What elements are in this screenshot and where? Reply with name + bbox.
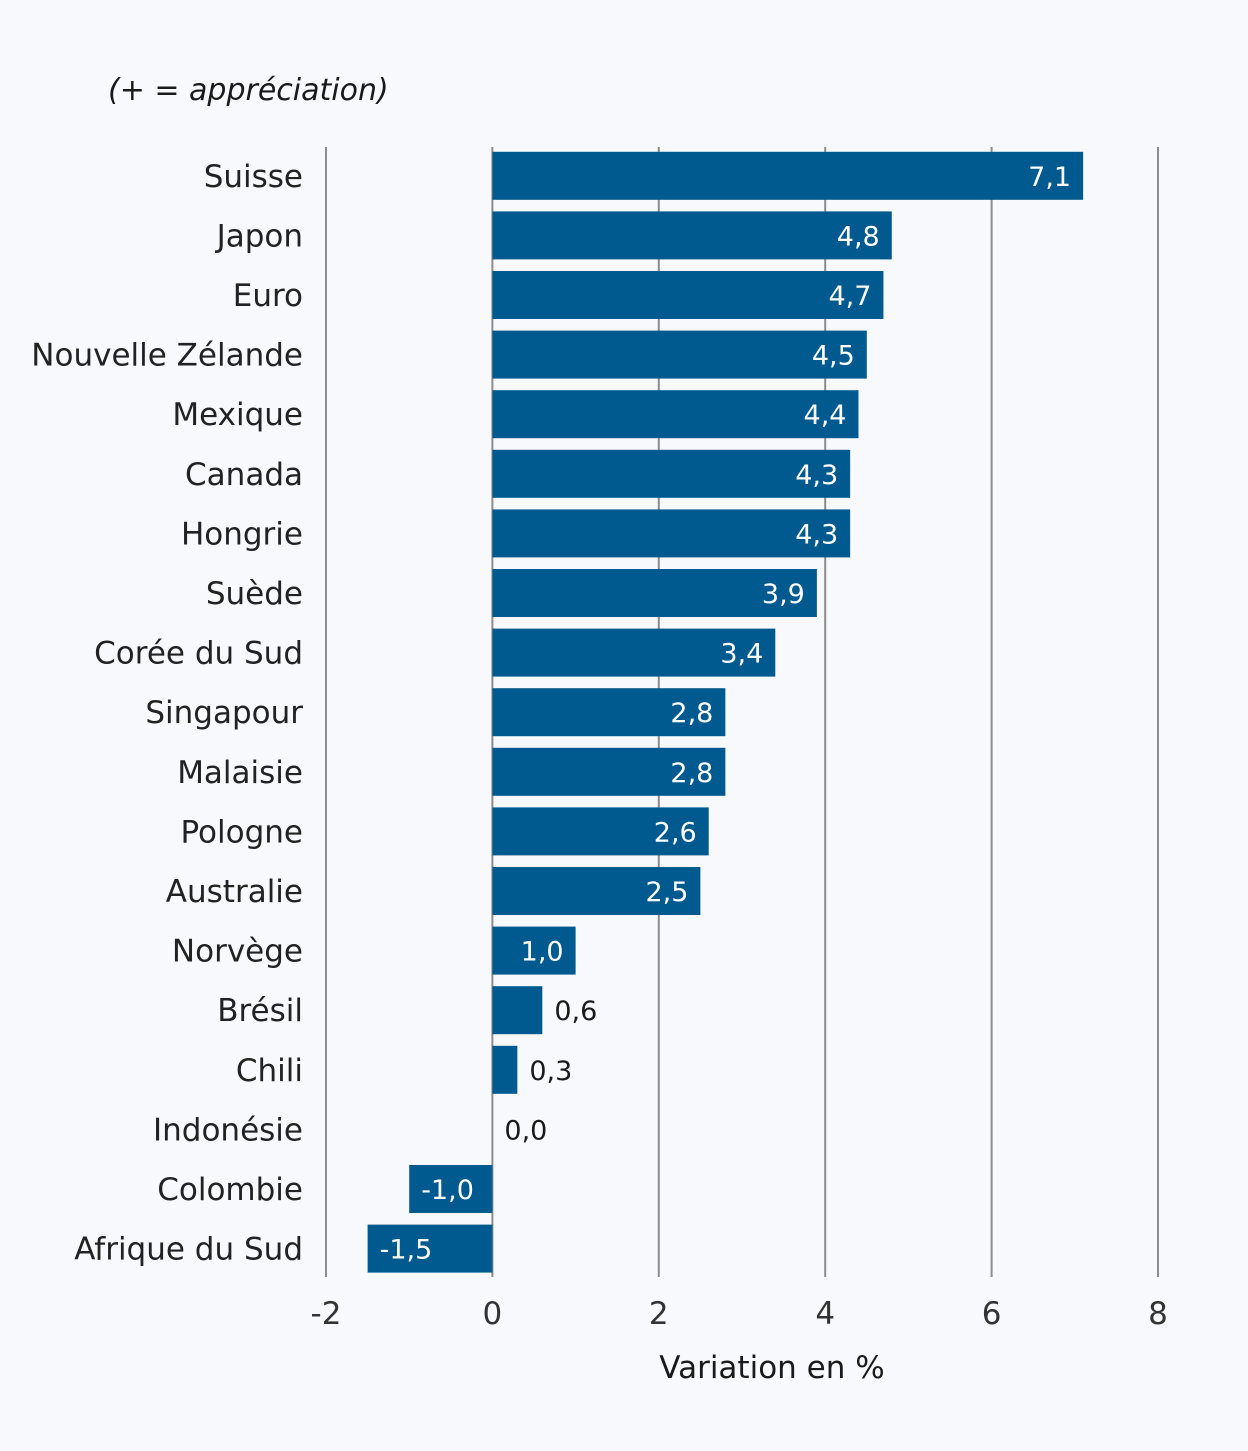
bar-12 xyxy=(492,867,701,915)
chart-annotation: (+ = appréciation) xyxy=(108,73,389,108)
bar-0 xyxy=(492,151,1084,200)
category-label-15: Chili xyxy=(236,1053,303,1089)
x-tick-labels: -2 0 2 4 6 8 xyxy=(311,1296,1168,1332)
bar-2 xyxy=(492,271,884,319)
bar-11 xyxy=(492,807,709,856)
category-label-10: Malaisie xyxy=(177,755,303,791)
x-tick-label-5: 8 xyxy=(1148,1296,1168,1332)
x-tick-label-2: 2 xyxy=(649,1296,669,1332)
value-label-2: 4,7 xyxy=(828,281,871,312)
bar-3 xyxy=(492,330,867,379)
value-label-9: 2,8 xyxy=(670,698,713,729)
value-label-1: 4,8 xyxy=(837,221,880,252)
bar-9 xyxy=(492,688,726,737)
category-label-0: Suisse xyxy=(204,159,303,195)
bar-1 xyxy=(492,211,892,260)
value-label-5: 4,3 xyxy=(795,460,838,491)
x-tick-label-4: 6 xyxy=(982,1296,1002,1332)
value-label-6: 4,3 xyxy=(795,519,838,550)
category-label-4: Mexique xyxy=(172,397,303,433)
bar-14 xyxy=(492,986,543,1035)
bar-13 xyxy=(492,926,576,975)
value-label-10: 2,8 xyxy=(670,758,713,789)
category-label-5: Canada xyxy=(185,457,303,493)
value-labels: 7,14,84,74,54,44,34,33,93,42,82,82,62,51… xyxy=(380,162,1072,1266)
category-label-2: Euro xyxy=(233,278,303,314)
bar-8 xyxy=(492,628,776,677)
x-tick-label-3: 4 xyxy=(815,1296,835,1332)
bar-18 xyxy=(367,1224,493,1273)
category-label-8: Corée du Sud xyxy=(94,636,303,672)
bars xyxy=(367,151,1084,1273)
value-label-3: 4,5 xyxy=(812,341,855,372)
x-tick-label-1: 0 xyxy=(483,1296,503,1332)
value-label-0: 7,1 xyxy=(1028,162,1071,193)
category-label-1: Japon xyxy=(215,218,303,254)
value-label-7: 3,9 xyxy=(762,579,805,610)
category-label-7: Suède xyxy=(206,576,303,612)
value-label-13: 1,0 xyxy=(521,937,564,968)
category-label-14: Brésil xyxy=(217,993,303,1029)
value-label-11: 2,6 xyxy=(654,817,697,848)
value-label-4: 4,4 xyxy=(804,400,847,431)
category-label-9: Singapour xyxy=(145,695,303,731)
bar-7 xyxy=(492,569,817,617)
category-label-13: Norvège xyxy=(172,934,303,970)
category-label-6: Hongrie xyxy=(181,516,303,552)
x-axis-label: Variation en % xyxy=(659,1350,884,1386)
bar-6 xyxy=(492,509,851,558)
value-label-12: 2,5 xyxy=(645,877,688,908)
bar-10 xyxy=(492,747,726,796)
bar-17 xyxy=(409,1165,493,1213)
category-label-11: Pologne xyxy=(180,814,303,850)
category-label-12: Australie xyxy=(166,874,303,910)
category-label-16: Indonésie xyxy=(153,1112,303,1148)
value-label-8: 3,4 xyxy=(720,639,763,670)
bar-5 xyxy=(492,449,851,498)
category-label-18: Afrique du Sud xyxy=(74,1232,303,1268)
category-label-17: Colombie xyxy=(157,1172,303,1208)
value-label-17: -1,0 xyxy=(421,1175,474,1206)
value-label-16: 0,0 xyxy=(504,1115,547,1146)
bar-15 xyxy=(492,1045,518,1094)
value-label-18: -1,5 xyxy=(380,1235,433,1266)
x-tick-label-0: -2 xyxy=(311,1296,342,1332)
category-labels: Suisse Japon Euro Nouvelle Zélande Mexique Ca… xyxy=(31,159,303,1268)
value-label-15: 0,3 xyxy=(529,1056,572,1087)
bar-4 xyxy=(492,390,859,439)
value-label-14: 0,6 xyxy=(554,996,597,1027)
category-label-3: Nouvelle Zélande xyxy=(31,338,303,374)
